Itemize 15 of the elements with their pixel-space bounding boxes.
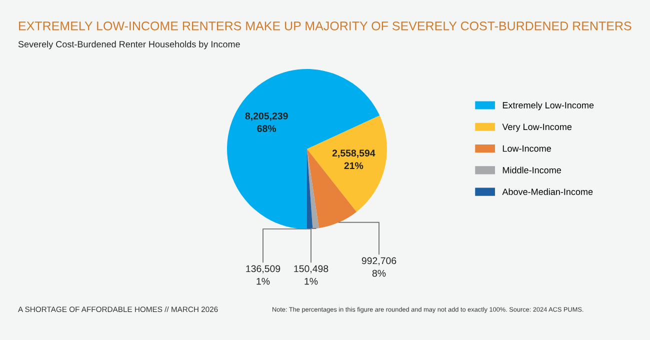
data-label: 150,498 1% [294,265,328,285]
legend-label: Low-Income [502,145,551,152]
legend-label: Middle-Income [502,166,562,174]
data-label: 992,706 8% [362,257,396,277]
text: Severely Cost-Burdened Renter Households by Income [18,40,240,50]
legend-label: Extremely Low-Income [502,102,594,110]
chart-title: EXTREMELY LOW-INCOME RENTERS MAKE UP MAJORITY OF SEVERELY COST-BURDENED RENTERS [19,22,632,30]
data-label: 136,509 1% [246,265,280,285]
pie-slice [227,69,380,229]
legend-label: Above-Median-Income [502,188,593,196]
data-label: 2,558,594 21% [332,150,376,170]
data-label: 8,205,239 68% [245,112,288,132]
pie-slice [307,116,387,212]
legend-label: Very Low-Income [502,124,572,132]
pie-slice [307,149,319,229]
